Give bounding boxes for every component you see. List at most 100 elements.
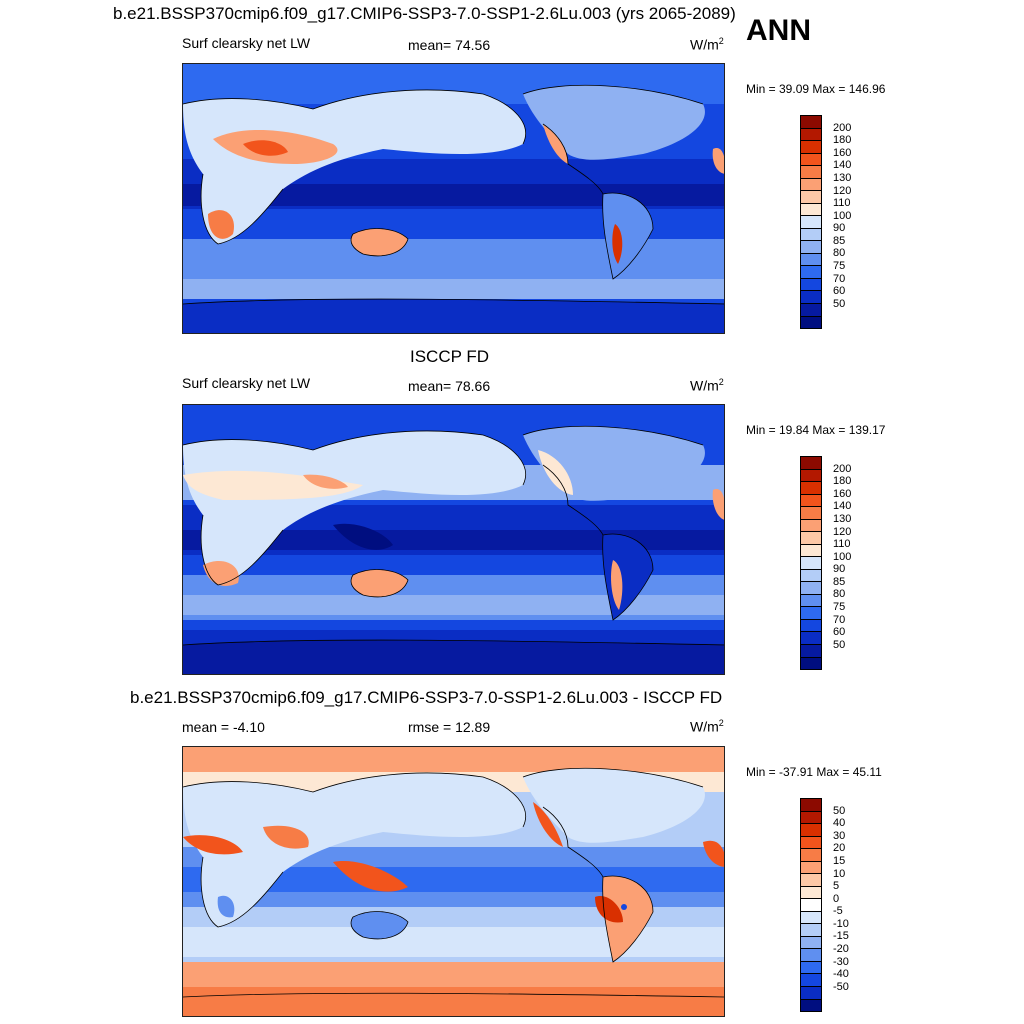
colorbar-swatch	[801, 191, 821, 204]
colorbar-swatch	[801, 911, 821, 925]
colorbar-swatch	[801, 203, 821, 217]
colorbar-swatch	[801, 619, 821, 633]
colorbar-tick-label: 70	[833, 613, 846, 626]
colorbar-tick-label: 75	[833, 260, 846, 273]
colorbar-swatch	[801, 582, 821, 595]
panel1-title: b.e21.BSSP370cmip6.f09_g17.CMIP6-SSP3-7.…	[113, 4, 736, 23]
colorbar-tick-label: 80	[833, 588, 846, 601]
colorbar-tick-label: 160	[833, 487, 852, 500]
colorbar-swatch	[801, 886, 821, 900]
colorbar-tick-label: 40	[833, 817, 846, 830]
colorbar-tick-label: 85	[833, 234, 846, 247]
colorbar-tick-label: 180	[833, 475, 852, 488]
colorbar-swatch	[801, 519, 821, 533]
colorbar-swatch	[801, 799, 821, 812]
panel2-colorbar	[800, 456, 822, 670]
colorbar-swatch	[801, 949, 821, 962]
colorbar-tick-label: 70	[833, 272, 846, 285]
colorbar-tick-label: 50	[833, 804, 846, 817]
colorbar-swatch	[801, 228, 821, 242]
colorbar-tick-label: 50	[833, 297, 846, 310]
colorbar-swatch	[801, 316, 821, 329]
colorbar-tick-label: -5	[833, 905, 843, 918]
colorbar-swatch	[801, 861, 821, 875]
colorbar-tick-label: 60	[833, 285, 846, 298]
colorbar-tick-label: 160	[833, 146, 852, 159]
colorbar-swatch	[801, 303, 821, 317]
colorbar-swatch	[801, 644, 821, 658]
panel3-minmax: Min = -37.91 Max = 45.11	[746, 765, 882, 779]
colorbar-swatch	[801, 241, 821, 254]
panel2-variable-label: Surf clearsky net LW	[182, 375, 311, 391]
panel1-minmax: Min = 39.09 Max = 146.96	[746, 82, 886, 96]
colorbar-tick-label: 0	[833, 892, 840, 905]
panel2-map	[182, 404, 725, 675]
colorbar-swatch	[801, 607, 821, 620]
colorbar-swatch	[801, 494, 821, 508]
colorbar-tick-label: -15	[833, 930, 849, 943]
colorbar-tick-label: 50	[833, 638, 846, 651]
panel1-variable-label: Surf clearsky net LW	[182, 35, 311, 51]
colorbar-tick-label: -30	[833, 955, 849, 968]
colorbar-tick-label: 130	[833, 512, 852, 525]
colorbar-tick-label: 100	[833, 550, 852, 563]
colorbar-swatch	[801, 266, 821, 279]
colorbar-tick-label: 20	[833, 842, 846, 855]
colorbar-tick-label: 200	[833, 462, 852, 475]
colorbar-swatch	[801, 986, 821, 1000]
panel2-title: ISCCP FD	[410, 347, 490, 366]
colorbar-swatch	[801, 216, 821, 229]
colorbar-tick-label: 140	[833, 500, 852, 513]
colorbar-swatch	[801, 924, 821, 937]
panel1-colorbar	[800, 115, 822, 329]
colorbar-swatch	[801, 836, 821, 850]
colorbar-swatch	[801, 469, 821, 483]
panel1-units: W/m2	[690, 36, 724, 53]
colorbar-swatch	[801, 657, 821, 670]
panel2-mean-label: mean= 78.66	[408, 378, 491, 394]
colorbar-tick-label: 130	[833, 171, 852, 184]
panel3-rmse-label: rmse = 12.89	[408, 719, 491, 735]
colorbar-swatch	[801, 632, 821, 645]
colorbar-tick-label: -40	[833, 968, 849, 981]
colorbar-tick-label: 30	[833, 829, 846, 842]
colorbar-swatch	[801, 874, 821, 887]
colorbar-tick-label: 110	[833, 538, 851, 551]
colorbar-tick-label: -10	[833, 917, 849, 930]
colorbar-swatch	[801, 507, 821, 520]
colorbar-swatch	[801, 128, 821, 142]
colorbar-swatch	[801, 899, 821, 912]
colorbar-swatch	[801, 824, 821, 837]
colorbar-swatch	[801, 116, 821, 129]
colorbar-swatch	[801, 482, 821, 495]
panel3-units: W/m2	[690, 718, 724, 735]
colorbar-swatch	[801, 594, 821, 608]
colorbar-tick-label: 60	[833, 626, 846, 639]
colorbar-tick-label: 180	[833, 134, 852, 147]
colorbar-tick-label: 140	[833, 159, 852, 172]
colorbar-tick-label: 200	[833, 121, 852, 134]
colorbar-swatch	[801, 936, 821, 950]
colorbar-swatch	[801, 532, 821, 545]
panel3-title: b.e21.BSSP370cmip6.f09_g17.CMIP6-SSP3-7.…	[130, 688, 723, 707]
colorbar-swatch	[801, 849, 821, 862]
colorbar-swatch	[801, 569, 821, 583]
panel3-map	[182, 746, 725, 1017]
colorbar-swatch	[801, 544, 821, 558]
colorbar-tick-label: 90	[833, 222, 846, 235]
colorbar-swatch	[801, 253, 821, 267]
panel1-map	[182, 63, 725, 334]
colorbar-swatch	[801, 999, 821, 1012]
colorbar-tick-label: 15	[833, 854, 846, 867]
colorbar-swatch	[801, 974, 821, 987]
colorbar-swatch	[801, 278, 821, 292]
colorbar-swatch	[801, 141, 821, 154]
panel2-units: W/m2	[690, 377, 724, 394]
colorbar-tick-label: 120	[833, 525, 852, 538]
panel1-mean-label: mean= 74.56	[408, 37, 491, 53]
panel3-colorbar	[800, 798, 822, 1012]
colorbar-tick-label: 75	[833, 601, 846, 614]
colorbar-tick-label: 85	[833, 575, 846, 588]
colorbar-tick-label: 100	[833, 209, 852, 222]
colorbar-tick-label: 90	[833, 563, 846, 576]
